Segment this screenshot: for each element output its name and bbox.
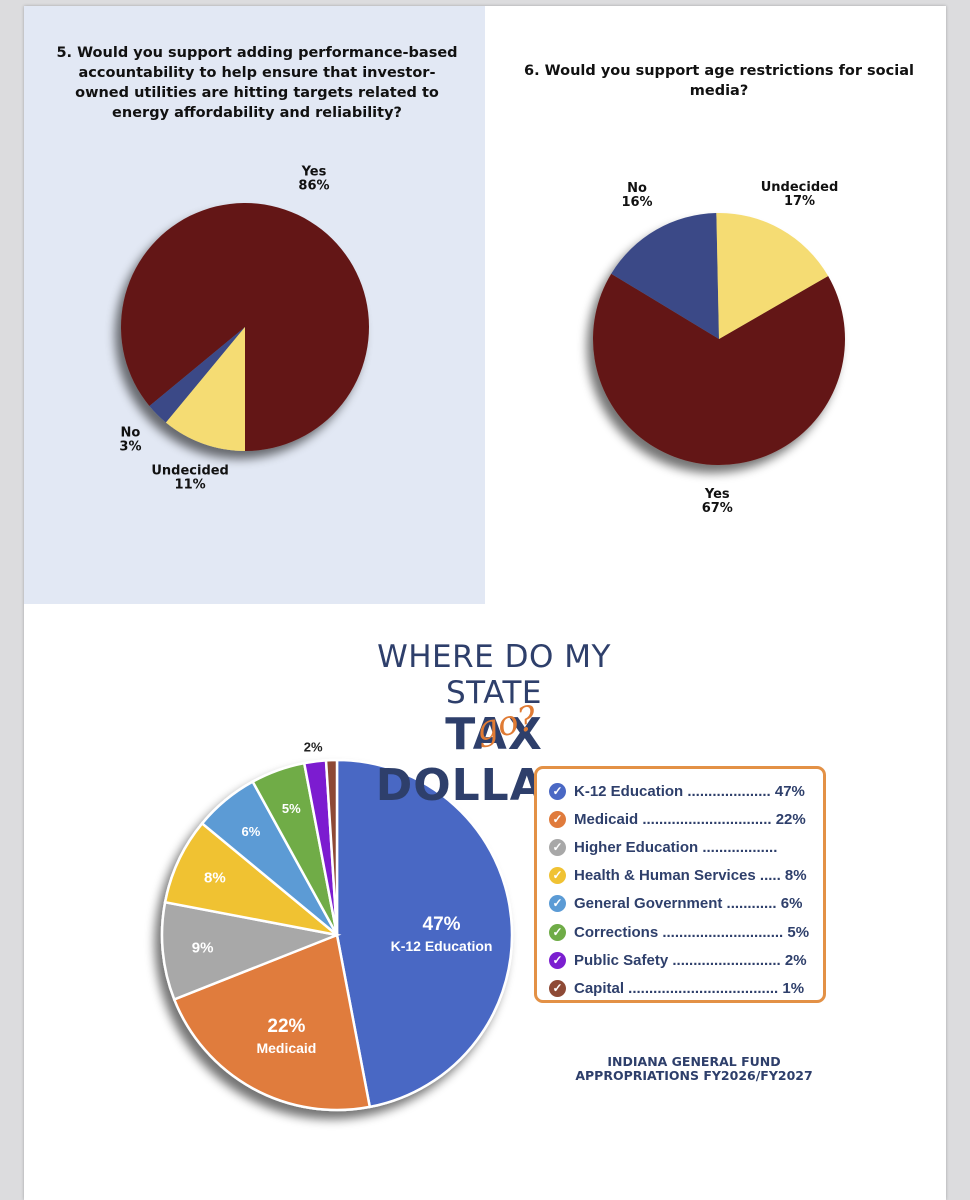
legend-item-k-12-education: ✓ K-12 Education .................... 47% [549, 777, 813, 805]
budget-pie-labels: 47% K-12 Education 22% Medicaid 9% 8% 6% 5% 2% [192, 739, 493, 1056]
check-circle-icon: ✓ [549, 979, 566, 997]
source-note-line-1: INDIANA GENERAL FUND [607, 1054, 781, 1069]
slice-value-corrections: 5% [282, 801, 301, 816]
slice-no [149, 327, 245, 423]
value-undecided: 11% [175, 477, 206, 492]
value-no: 3% [119, 440, 141, 455]
budget-pie-chart [160, 758, 514, 1112]
slice-value-public-safety: 2% [304, 739, 323, 754]
budget-legend: ✓ K-12 Education .................... 47%… [534, 766, 826, 1003]
headline-line-1: WHERE DO MY STATE [377, 639, 611, 711]
slice-value-k-12-education: 47% [423, 914, 461, 935]
legend-item-label: Medicaid ...............................… [574, 810, 806, 828]
check-circle-icon: ✓ [549, 895, 566, 913]
legend-item-label: Health & Human Services ..... 8% [574, 867, 807, 885]
source-note-line-2: APPROPRIATIONS FY2026/FY2027 [575, 1068, 813, 1083]
value-yes: 67% [702, 501, 733, 516]
slice-value-health-human-services: 8% [204, 870, 226, 887]
slice-name-medicaid: Medicaid [256, 1040, 316, 1056]
slice-name-k-12-education: K-12 Education [391, 938, 493, 954]
question-5-title: 5. Would you support adding performance-… [56, 45, 458, 121]
value-no: 16% [621, 195, 652, 210]
check-circle-icon: ✓ [549, 867, 566, 885]
slice-value-higher-education: 9% [192, 940, 214, 957]
slice-undecided [716, 213, 829, 339]
legend-item-label: Higher Education .................. [574, 838, 778, 856]
label-undecided: Undecided [761, 180, 839, 195]
legend-item-medicaid: ✓ Medicaid ..............................… [549, 805, 813, 833]
legend-item-health-human-services: ✓ Health & Human Services ..... 8% [549, 862, 813, 890]
legend-item-higher-education: ✓ Higher Education .................. [549, 833, 813, 861]
legend-item-label: K-12 Education .................... 47% [574, 782, 805, 800]
value-yes: 86% [298, 178, 329, 193]
slice-no [611, 213, 719, 339]
slice-value-general-government: 6% [242, 824, 261, 839]
survey-page: 5. Would you support adding performance-… [24, 6, 946, 1200]
slice-undecided [165, 327, 245, 451]
value-undecided: 17% [784, 194, 815, 209]
label-no: No [627, 181, 647, 196]
slice-k-12-education [335, 758, 514, 1109]
slice-medicaid [172, 933, 372, 1112]
legend-item-public-safety: ✓ Public Safety .........................… [549, 946, 813, 974]
source-note: INDIANA GENERAL FUND APPROPRIATIONS FY20… [544, 1055, 844, 1083]
check-circle-icon: ✓ [549, 810, 566, 828]
legend-item-general-government: ✓ General Government ............ 6% [549, 890, 813, 918]
check-circle-icon: ✓ [549, 838, 566, 856]
legend-item-label: Public Safety ..........................… [574, 951, 807, 969]
legend-item-label: Capital ................................… [574, 979, 805, 997]
slice-higher-education [160, 900, 342, 1002]
slice-capital [324, 758, 339, 936]
check-circle-icon: ✓ [549, 951, 566, 969]
label-undecided: Undecided [151, 463, 229, 478]
question-5-pie-chart [120, 203, 369, 451]
legend-item-capital: ✓ Capital ...............................… [549, 974, 813, 1002]
label-no: No [121, 426, 141, 441]
check-circle-icon: ✓ [549, 923, 566, 941]
legend-item-label: General Government ............ 6% [574, 895, 803, 913]
question-6-title: 6. Would you support age restrictions fo… [524, 63, 914, 99]
slice-yes [593, 273, 845, 465]
check-circle-icon: ✓ [549, 782, 566, 800]
legend-item-label: Corrections ............................… [574, 923, 810, 941]
question-6-pie-chart [593, 213, 845, 465]
label-yes: Yes [301, 164, 327, 179]
slice-value-medicaid: 22% [267, 1016, 305, 1037]
label-yes: Yes [704, 487, 730, 502]
legend-item-corrections: ✓ Corrections ...........................… [549, 918, 813, 946]
